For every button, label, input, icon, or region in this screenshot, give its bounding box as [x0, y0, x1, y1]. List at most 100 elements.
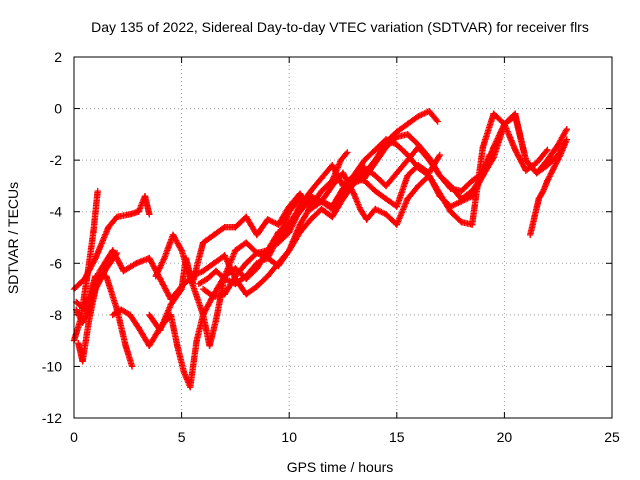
x-tick-label: 5 [178, 429, 186, 445]
data-point-marker [112, 251, 120, 258]
y-tick-label: -10 [42, 358, 62, 374]
data-point-marker [95, 279, 103, 286]
data-point-marker [512, 148, 520, 155]
data-point-marker [203, 304, 210, 312]
data-point-marker [98, 274, 105, 282]
chart-title: Day 135 of 2022, Sidereal Day-to-day VTE… [91, 19, 589, 35]
data-point-marker [433, 187, 441, 194]
series-track-11 [264, 110, 570, 254]
data-point-marker [547, 171, 554, 179]
data-point-marker [116, 260, 124, 268]
data-point-marker [343, 150, 350, 157]
data-point-marker [161, 283, 168, 291]
data-point-marker [430, 182, 438, 189]
data-point-marker [113, 249, 121, 257]
y-tick-label: -8 [50, 307, 63, 323]
data-point-marker [489, 155, 496, 163]
data-point-marker [131, 260, 139, 268]
x-tick-label: 25 [604, 429, 620, 445]
data-point-marker [74, 309, 81, 316]
data-point-marker [433, 117, 440, 124]
data-point-marker [331, 166, 338, 173]
y-tick-labels: -12 -10 -8 -6 -4 -2 0 2 [42, 49, 62, 426]
data-point-marker [545, 174, 553, 182]
data-point-marker [90, 257, 98, 265]
data-point-marker [349, 189, 357, 196]
data-point-marker [177, 287, 184, 294]
data-point-marker [202, 306, 210, 313]
data-point-marker [436, 151, 443, 159]
data-point-marker [75, 310, 82, 318]
data-point-marker [555, 156, 562, 163]
data-point-marker [549, 167, 556, 174]
data-point-marker [160, 282, 167, 289]
data-point-marker [539, 189, 546, 196]
data-point-marker [128, 363, 136, 370]
data-point-marker [475, 180, 482, 188]
data-point-marker [550, 166, 557, 173]
data-point-marker [90, 259, 97, 266]
data-point-marker [543, 147, 550, 155]
data-point-marker [545, 176, 552, 183]
data-point-marker [91, 256, 98, 263]
data-point-marker [101, 232, 108, 240]
data-point-marker [81, 275, 88, 282]
data-point-marker [339, 169, 347, 177]
data-point-marker [205, 300, 213, 308]
data-point-marker [206, 299, 213, 306]
data-point-marker [220, 225, 227, 232]
data-point-marker [344, 149, 351, 156]
x-tick-labels: 0 5 10 15 20 25 [70, 429, 620, 445]
ticks [73, 56, 613, 419]
data-point-marker [286, 229, 293, 236]
data-point-marker [95, 280, 102, 287]
data-point-marker [149, 260, 156, 267]
data-point-marker [517, 157, 525, 164]
data-point-marker [158, 278, 165, 285]
data-point-marker [551, 163, 558, 170]
data-point-marker [157, 276, 164, 284]
data-point-marker [98, 273, 106, 280]
data-point-marker [287, 226, 294, 233]
data-point-marker [164, 289, 171, 296]
data-point-marker [149, 261, 157, 269]
data-point-marker [544, 146, 551, 153]
y-tick-label: -6 [50, 255, 63, 271]
x-tick-label: 15 [389, 429, 405, 445]
data-point-marker [512, 146, 519, 153]
data-point-marker [425, 172, 433, 179]
data-point-marker [87, 264, 94, 271]
x-tick-label: 10 [281, 429, 297, 445]
grid [74, 57, 612, 418]
y-tick-label: 0 [54, 101, 62, 117]
data-point-marker [82, 274, 89, 281]
data-points [70, 108, 570, 391]
data-point-marker [265, 253, 272, 260]
data-point-marker [520, 163, 527, 170]
y-tick-label: -12 [42, 410, 62, 426]
data-point-marker [470, 190, 477, 197]
data-point-marker [94, 187, 101, 195]
data-point-marker [222, 255, 230, 262]
data-point-marker [563, 136, 570, 143]
data-point-marker [435, 153, 443, 160]
x-axis-label: GPS time / hours [287, 459, 394, 475]
data-point-marker [563, 126, 570, 133]
data-point-marker [472, 186, 479, 193]
data-point-marker [556, 153, 563, 160]
y-tick-label: -2 [50, 152, 63, 168]
data-point-marker [554, 157, 561, 164]
data-point-marker [331, 167, 339, 174]
data-point-marker [177, 245, 184, 253]
data-point-marker [553, 158, 560, 166]
series-track-5 [75, 249, 121, 365]
plot-frame [73, 56, 613, 419]
data-point-marker [562, 127, 570, 134]
y-tick-label: -4 [50, 204, 63, 220]
x-tick-label: 0 [70, 429, 78, 445]
data-point-marker [97, 243, 104, 250]
data-point-marker [265, 252, 273, 259]
y-axis-label: SDTVAR / TECUs [5, 182, 21, 294]
series-track-7 [146, 151, 443, 349]
